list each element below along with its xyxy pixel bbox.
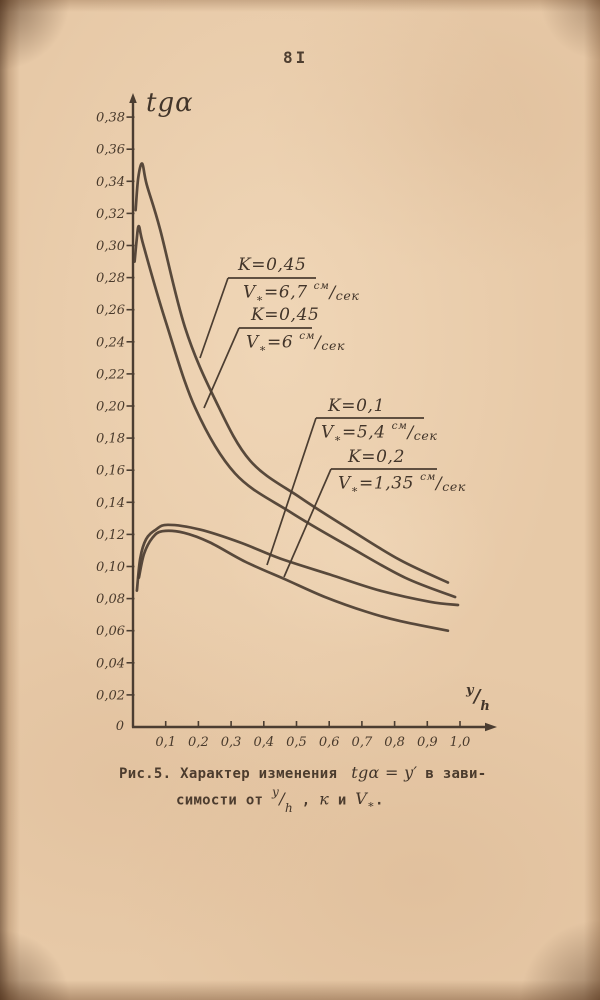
y-tick-label-0,08: 0,08 <box>96 592 125 607</box>
x-tick-label-0,4: 0,4 <box>253 735 274 750</box>
curve-label-4-line2: V∗=1,35 см/сек <box>338 471 466 497</box>
curve-label-3-line2: V∗=5,4 см/сек <box>321 420 438 446</box>
x-tick-label-0,6: 0,6 <box>319 735 340 750</box>
y-tick-label-0,24: 0,24 <box>96 335 125 350</box>
leader-line-1 <box>199 277 229 359</box>
y-tick-label-0,04: 0,04 <box>96 656 125 671</box>
x-tick-label-0,1: 0,1 <box>155 735 176 750</box>
y-tick-label-0,16: 0,16 <box>96 464 125 479</box>
leader-line-2 <box>203 327 240 409</box>
y-tick-label-0,30: 0,30 <box>96 239 125 254</box>
curve-4-K=0,2; V*=1,35 см/сек <box>137 529 450 633</box>
y-axis-title: tgα <box>146 88 194 118</box>
figure-caption: Рис.5. Характер изменения tgα = y′ в зави-… <box>119 763 539 816</box>
y-tick-label-0,14: 0,14 <box>96 496 125 511</box>
x-tick-label-0,2: 0,2 <box>188 735 209 750</box>
y-tick-label-0,06: 0,06 <box>96 624 125 639</box>
y-tick-label-0,18: 0,18 <box>96 432 125 447</box>
y-tick-label-0,26: 0,26 <box>96 303 125 318</box>
y-tick-label-0,22: 0,22 <box>96 367 125 382</box>
x-tick-label-1,0: 1,0 <box>450 735 471 750</box>
caption-line-2: симости от у/h , к и V∗. <box>176 785 384 815</box>
y-tick-label-0,38: 0,38 <box>96 111 125 126</box>
curve-label-1-line1: K=0,45 <box>238 255 307 275</box>
x-axis-arrow-icon <box>485 722 497 732</box>
curve-label-4-line1: K=0,2 <box>348 447 405 467</box>
curve-label-2-line1: K=0,45 <box>251 305 320 325</box>
x-axis-title: у/h <box>466 683 490 714</box>
x-tick-label-0,5: 0,5 <box>286 735 307 750</box>
curve-label-1-line2: V∗=6,7 см/сек <box>243 280 360 306</box>
y-tick-label-0,02: 0,02 <box>96 688 125 703</box>
y-tick-label-0,10: 0,10 <box>96 560 125 575</box>
y-origin-label: 0 <box>116 719 124 734</box>
caption-line-1: Рис.5. Характер изменения tgα = y′ в зави- <box>119 763 487 782</box>
x-tick-label-0,7: 0,7 <box>352 735 373 750</box>
x-tick-label-0,9: 0,9 <box>417 735 438 750</box>
x-tick-label-0,3: 0,3 <box>221 735 242 750</box>
curve-label-2-line2: V∗=6 см/сек <box>246 330 346 356</box>
y-tick-label-0,12: 0,12 <box>96 528 125 543</box>
y-tick-label-0,20: 0,20 <box>96 400 125 415</box>
y-axis-arrow-icon <box>129 93 137 103</box>
y-tick-label-0,36: 0,36 <box>96 143 125 158</box>
curve-label-3-line1: K=0,1 <box>328 396 385 416</box>
y-tick-label-0,28: 0,28 <box>96 271 125 286</box>
x-tick-label-0,8: 0,8 <box>384 735 405 750</box>
y-tick-label-0,34: 0,34 <box>96 175 125 190</box>
y-tick-label-0,32: 0,32 <box>96 207 125 222</box>
